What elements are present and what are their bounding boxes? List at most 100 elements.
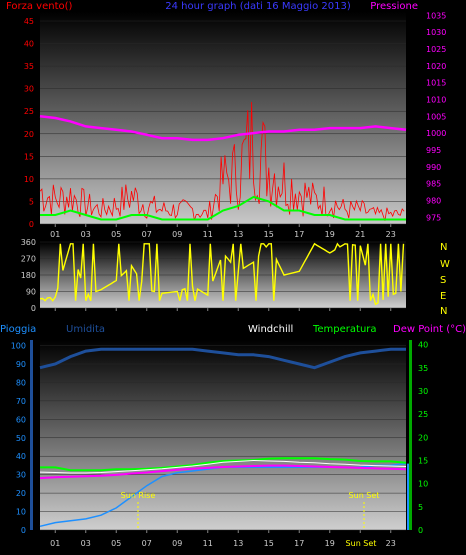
wind-average-series [40, 195, 406, 221]
y-left-tick-label: 10 [24, 175, 34, 184]
dir-label-e: E [440, 291, 446, 302]
legend-humidity: Umidita [66, 324, 105, 335]
x-tick-label: 01 [50, 230, 60, 239]
legend-dewpoint: Dew Point (°C) [393, 324, 466, 335]
gridlines [40, 20, 406, 533]
y-left-tick-label: 25 [24, 107, 34, 116]
x-tick-label: 09 [172, 539, 182, 548]
x-tick-label: 23 [386, 230, 396, 239]
y-right-tick-label: 985 [426, 180, 441, 189]
y-left-tick-label: 0 [29, 220, 34, 229]
sunrise-label: Sun Rise [121, 491, 156, 500]
direction-tick-label: 90 [26, 288, 36, 297]
x-tick-label: 17 [294, 230, 304, 239]
humidity-tick-label: 100 [11, 342, 26, 351]
windchill-series [39, 459, 407, 474]
humidity-tick-label: 0 [21, 526, 26, 535]
x-tick-label: 07 [142, 539, 152, 548]
humidity-tick-label: 80 [16, 378, 26, 387]
dir-label-n-bottom: N [440, 306, 447, 317]
humidity-tick-label: 40 [16, 452, 26, 461]
x-tick-label: 03 [81, 230, 91, 239]
temperature-tick-label: 25 [418, 410, 428, 419]
direction-tick-label: 270 [21, 255, 36, 264]
legend-temperature: Temperatura [312, 324, 377, 335]
y-left-tick-label: 20 [24, 130, 34, 139]
wind-axis-title: Forza vento() [6, 1, 73, 12]
x-tick-label: 03 [81, 539, 91, 548]
x-tick-label: 09 [172, 230, 182, 239]
x-tick-label: 23 [386, 539, 396, 548]
temperature-axis-bar [409, 340, 412, 530]
humidity-tick-label: 10 [16, 508, 26, 517]
x-tick-label: 13 [233, 230, 243, 239]
y-left-tick-label: 30 [24, 85, 34, 94]
y-right-tick-label: 1030 [426, 28, 446, 37]
x-tick-label: 01 [50, 539, 60, 548]
temperature-series [40, 457, 407, 472]
x-tick-label: 11 [203, 539, 213, 548]
y-left-tick-label: 15 [24, 152, 34, 161]
y-right-tick-label: 990 [426, 163, 441, 172]
x-tick-label: 15 [264, 230, 274, 239]
humidity-tick-label: 70 [16, 397, 26, 406]
wind-direction-series [39, 242, 405, 306]
humidity-tick-label: 20 [16, 489, 26, 498]
x-tick-label: 05 [111, 230, 121, 239]
humidity-tick-label: 30 [16, 471, 26, 480]
x-tick-label: 07 [142, 230, 152, 239]
x-tick-label: 15 [264, 539, 274, 548]
x-tick-label: 13 [233, 539, 243, 548]
y-right-tick-label: 995 [426, 146, 441, 155]
temperature-tick-label: 5 [418, 503, 423, 512]
direction-tick-label: 0 [31, 304, 36, 313]
pressure-series [39, 115, 407, 142]
x-tick-label: 05 [111, 539, 121, 548]
climate-panel-bg [40, 340, 406, 530]
temperature-tick-label: 30 [418, 387, 428, 396]
y-left-tick-label: 5 [29, 197, 34, 206]
y-left-tick-label: 45 [24, 17, 34, 26]
y-right-tick-label: 1035 [426, 11, 446, 20]
direction-tick-label: 360 [21, 238, 36, 247]
y-right-tick-label: 980 [426, 196, 441, 205]
dewpoint-series [39, 464, 407, 480]
temperature-tick-label: 20 [418, 433, 428, 442]
y-right-tick-label: 1025 [426, 45, 446, 54]
dir-label-w: W [440, 259, 450, 270]
humidity-series [39, 347, 406, 370]
y-right-tick-label: 975 [426, 213, 441, 222]
y-right-tick-label: 1010 [426, 95, 446, 104]
humidity-tick-label: 50 [16, 434, 26, 443]
y-left-tick-label: 40 [24, 40, 34, 49]
x-tick-label: 21 [355, 230, 365, 239]
temperature-tick-label: 15 [418, 456, 428, 465]
legend-windchill: Windchill [248, 324, 293, 335]
wind-speed-series [39, 101, 405, 221]
humidity-axis-bar [30, 340, 33, 530]
temperature-tick-label: 0 [418, 526, 423, 535]
y-right-tick-label: 1020 [426, 62, 446, 71]
x-tick-label: 19 [325, 539, 335, 548]
y-left-tick-label: 35 [24, 62, 34, 71]
temperature-tick-label: 40 [418, 341, 428, 350]
humidity-tick-label: 60 [16, 415, 26, 424]
y-right-tick-label: 1005 [426, 112, 446, 121]
wind-panel-bg [40, 12, 406, 224]
temperature-tick-label: 10 [418, 480, 428, 489]
series-layer [39, 101, 409, 530]
y-right-tick-label: 1000 [426, 129, 446, 138]
x-tick-label: 19 [325, 230, 335, 239]
legend-rain: Pioggia [0, 324, 36, 335]
dir-label-n-top: N [440, 242, 447, 253]
sunset-label: Sun Set [349, 491, 380, 500]
sunset-tick-label: Sun Set [346, 539, 377, 548]
dir-label-s: S [440, 275, 446, 286]
humidity-tick-label: 90 [16, 360, 26, 369]
x-tick-label: 17 [294, 539, 304, 548]
x-tick-label: 11 [203, 230, 213, 239]
chart-title: 24 hour graph (dati 16 Maggio 2013) [165, 1, 351, 12]
